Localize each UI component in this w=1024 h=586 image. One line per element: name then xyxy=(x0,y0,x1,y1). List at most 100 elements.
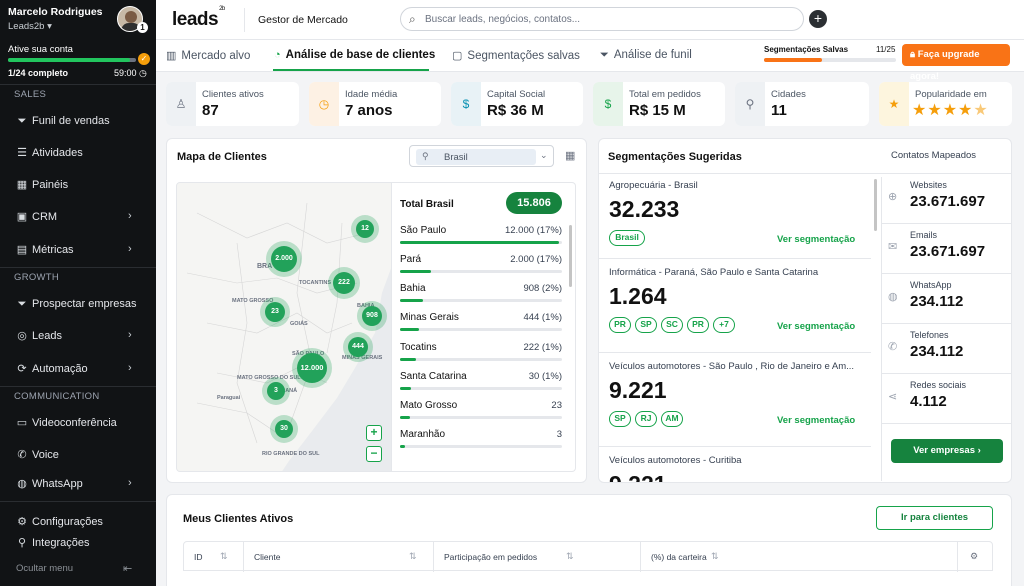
chevron-right-icon: › xyxy=(128,210,132,222)
map-cluster[interactable]: 3 xyxy=(267,382,285,400)
segment-tag: SP xyxy=(635,317,657,333)
gear-icon: ⚙ xyxy=(17,516,27,528)
column-header-carteira[interactable]: (%) da carteira ⇅ xyxy=(641,542,958,572)
user-profile[interactable]: Marcelo Rodrigues Leads2b ▾ 1 xyxy=(0,0,156,40)
onboarding-progress-text: 1/24 completo xyxy=(8,68,69,78)
active-tab-indicator xyxy=(273,69,429,71)
hide-menu-link[interactable]: Ocultar menu xyxy=(16,563,74,574)
state-row[interactable]: Pará 2.000 (17%) xyxy=(400,254,562,278)
stat-value: 7 anos xyxy=(345,102,393,119)
pie-icon: ◔ xyxy=(274,49,281,61)
tab-mercado-alvo[interactable]: ▥ Mercado alvo xyxy=(166,50,251,62)
map-cluster[interactable]: 222 xyxy=(333,272,355,294)
map-cluster[interactable]: 12.000 xyxy=(297,353,327,383)
upgrade-button[interactable]: 🔒︎ Faça upgrade agora! xyxy=(902,44,1010,82)
state-row[interactable]: Bahia 908 (2%) xyxy=(400,283,562,307)
activate-account-label[interactable]: Ative sua conta xyxy=(8,44,73,55)
view-segmentation-link[interactable]: Ver segmentação xyxy=(777,234,856,245)
state-bar xyxy=(400,358,562,361)
go-to-clients-button[interactable]: Ir para clientes xyxy=(876,506,993,530)
sidebar-item-atividades[interactable]: ☰ Atividades xyxy=(0,143,156,165)
tab-analise-funil[interactable]: ⏷ Análise de funil xyxy=(600,49,692,61)
map-icon: ⚲ xyxy=(422,151,429,161)
tab-analise-base[interactable]: ◔ Análise de base de clientes xyxy=(274,49,436,61)
sidebar-item-integracoes[interactable]: ⚲ Integrações xyxy=(0,533,156,555)
map-cluster[interactable]: 23 xyxy=(265,302,285,322)
collapse-icon[interactable]: ⇤ xyxy=(123,563,133,575)
chevron-right-icon: › xyxy=(128,477,132,489)
contact-row: ⋖ Redes sociais 4.112 xyxy=(882,374,1011,424)
stat-label: Idade média xyxy=(345,89,398,100)
map-cluster[interactable]: 444 xyxy=(348,337,368,357)
map-cluster[interactable]: 908 xyxy=(362,306,382,326)
logo[interactable]: leads2b xyxy=(172,5,225,30)
add-button[interactable]: + xyxy=(809,10,827,28)
zoom-in-button[interactable]: + xyxy=(366,425,382,441)
user-name: Marcelo Rodrigues xyxy=(8,6,103,18)
sidebar-item-whatsapp[interactable]: ◍ WhatsApp › xyxy=(0,474,156,496)
map-label: MINAS GERAIS xyxy=(342,355,383,361)
map-label: Paraguai xyxy=(217,395,241,401)
column-header-cliente[interactable]: Cliente ⇅ xyxy=(244,542,434,572)
map-cluster[interactable]: 12 xyxy=(356,220,374,238)
map-cluster[interactable]: 2.000 xyxy=(271,246,297,272)
state-row[interactable]: Mato Grosso 23 xyxy=(400,400,562,424)
sidebar-item-metricas[interactable]: ▤ Métricas › xyxy=(0,240,156,262)
sidebar-item-prospectar[interactable]: ⏷ Prospectar empresas xyxy=(0,294,156,316)
map-label: TOCANTINS xyxy=(299,280,331,286)
stat-value: R$ 15 M xyxy=(629,102,686,119)
state-name: Minas Gerais xyxy=(400,312,459,323)
grid-view-icon[interactable]: ▦ xyxy=(565,150,576,162)
state-name: São Paulo xyxy=(400,225,447,236)
avatar-badge: 1 xyxy=(137,22,148,33)
map-cluster[interactable]: 30 xyxy=(275,420,293,438)
scrollbar[interactable] xyxy=(569,225,572,287)
state-row[interactable]: Maranhão 3 xyxy=(400,429,562,453)
view-companies-button[interactable]: Ver empresas › xyxy=(891,439,1003,463)
stat-value: 87 xyxy=(202,102,219,119)
column-header-id[interactable]: ID ⇅ xyxy=(184,542,244,572)
org-selector[interactable]: Leads2b ▾ xyxy=(8,21,52,32)
state-value: 3 xyxy=(556,429,562,440)
sidebar-item-videoconferencia[interactable]: ▭ Videoconferência xyxy=(0,413,156,435)
segment-title: Informática - Paraná, São Paulo e Santa … xyxy=(609,267,819,278)
tab-segmentacoes-salvas[interactable]: ▢ Segmentações salvas xyxy=(452,50,580,62)
whatsapp-icon: ◍ xyxy=(17,478,27,490)
sidebar-item-automacao[interactable]: ⟳ Automação › xyxy=(0,359,156,381)
column-header-participacao[interactable]: Participação em pedidos ⇅ xyxy=(434,542,641,572)
column-settings[interactable]: ⚙ xyxy=(958,542,994,572)
phone-icon: ✆ xyxy=(888,341,898,353)
sidebar-item-voice[interactable]: ✆ Voice xyxy=(0,445,156,467)
state-value: 23 xyxy=(551,400,562,411)
map[interactable]: BRA TOCANTINS MATO GROSSO GOIÁS MINAS GE… xyxy=(176,182,392,472)
dashboard-icon: ▦ xyxy=(16,179,28,191)
contact-value: 23.671.697 xyxy=(910,193,986,210)
state-value: 2.000 (17%) xyxy=(510,254,562,265)
view-segmentation-link[interactable]: Ver segmentação xyxy=(777,321,856,332)
saved-segments-count: 11/25 xyxy=(876,45,896,54)
save-icon: ▢ xyxy=(452,50,463,62)
state-row[interactable]: Tocatins 222 (1%) xyxy=(400,342,562,366)
state-bar xyxy=(400,241,562,244)
avatar[interactable] xyxy=(117,6,143,32)
sidebar-item-funil[interactable]: ⏷ Funil de vendas xyxy=(0,111,156,133)
sidebar-item-paineis[interactable]: ▦ Painéis xyxy=(0,175,156,197)
tabs-bar: ▥ Mercado alvo ◔ Análise de base de client… xyxy=(156,40,1024,82)
map-label: GOIÁS xyxy=(290,321,308,327)
zoom-out-button[interactable]: − xyxy=(366,446,382,462)
search-input[interactable]: ⌕ Buscar leads, negócios, contatos... xyxy=(400,7,804,31)
state-row[interactable]: Minas Gerais 444 (1%) xyxy=(400,312,562,336)
state-row[interactable]: Santa Catarina 30 (1%) xyxy=(400,371,562,395)
sidebar-item-label: Automação xyxy=(32,363,88,375)
map-label: PARANÁ xyxy=(274,388,298,394)
sidebar-item-leads[interactable]: ◎ Leads › xyxy=(0,326,156,348)
view-segmentation-link[interactable]: Ver segmentação xyxy=(777,415,856,426)
map-icon: ⚲ xyxy=(735,82,765,126)
scrollbar[interactable] xyxy=(874,179,877,231)
state-row[interactable]: São Paulo 12.000 (17%) xyxy=(400,225,562,249)
sidebar-item-crm[interactable]: ▣ CRM › xyxy=(0,207,156,229)
region-select[interactable]: ⚲ Brasil ⌄ xyxy=(409,145,554,167)
sidebar-item-configuracoes[interactable]: ⚙ Configurações xyxy=(0,512,156,534)
chevron-down-icon: ▾ xyxy=(47,21,52,32)
sidebar-item-label: Prospectar empresas xyxy=(32,298,137,310)
